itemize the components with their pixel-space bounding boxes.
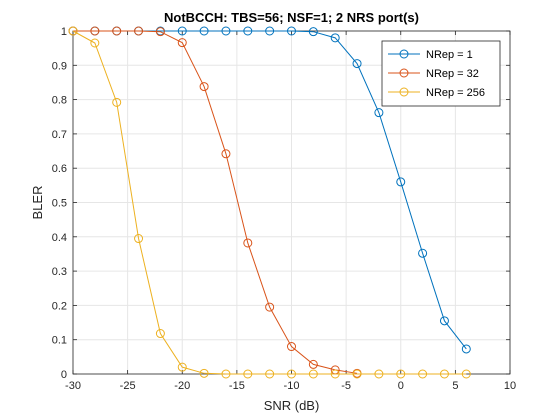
y-tick-label: 0: [61, 369, 67, 381]
data-point: [134, 234, 144, 244]
data-point: [243, 26, 253, 36]
data-point: [112, 26, 122, 36]
data-point: [221, 26, 231, 36]
y-tick-label: 0.1: [52, 335, 67, 347]
legend-label: NRep = 32: [426, 68, 479, 80]
x-axis-label: SNR (dB): [264, 398, 320, 413]
data-point: [352, 59, 362, 69]
data-point: [374, 108, 384, 118]
x-tick-label: 0: [398, 380, 404, 392]
legend-marker: [399, 68, 409, 78]
y-tick-label: 0.9: [52, 60, 67, 72]
y-tick-label: 1: [61, 26, 67, 38]
data-point: [308, 359, 318, 369]
data-point: [308, 369, 318, 379]
y-tick-label: 0.6: [52, 163, 67, 175]
y-tick-label: 0.5: [52, 198, 67, 210]
data-point: [265, 369, 275, 379]
legend-marker: [399, 49, 409, 59]
legend-label: NRep = 1: [426, 49, 473, 61]
data-point: [352, 369, 362, 379]
data-point: [418, 369, 428, 379]
data-point: [199, 26, 209, 36]
data-point: [221, 369, 231, 379]
data-point: [418, 248, 428, 258]
data-point: [155, 329, 165, 339]
data-point: [243, 369, 253, 379]
data-point: [439, 316, 449, 326]
x-tick-label: -25: [120, 380, 136, 392]
data-point: [374, 369, 384, 379]
data-point: [330, 33, 340, 43]
y-tick-label: 0.3: [52, 266, 67, 278]
data-point: [68, 26, 78, 36]
data-point: [461, 344, 471, 354]
data-point: [308, 27, 318, 37]
tick-labels: -30 -25 -20 -15 -10 -5 0 5 10 0 0.1 0.2 0.3 0.4 0.5 0.6…: [52, 26, 516, 392]
x-tick-label: -10: [284, 380, 300, 392]
x-tick-label: 5: [452, 380, 458, 392]
x-tick-label: -30: [65, 380, 81, 392]
series-group: [68, 26, 471, 379]
data-point: [439, 369, 449, 379]
y-tick-label: 0.8: [52, 95, 67, 107]
x-tick-label: -20: [174, 380, 190, 392]
data-point: [287, 369, 296, 379]
data-point: [199, 82, 209, 92]
legend-label: NRep = 256: [426, 87, 485, 99]
data-point: [396, 369, 406, 379]
y-axis-label: BLER: [30, 186, 45, 220]
data-point: [265, 26, 275, 36]
data-point: [134, 26, 144, 36]
data-point: [90, 26, 100, 36]
data-point: [177, 26, 187, 36]
x-tick-label: 10: [504, 380, 516, 392]
x-tick-label: -5: [341, 380, 351, 392]
series-line: [72, 30, 467, 375]
x-tick-label: -15: [229, 380, 245, 392]
grid: [72, 30, 511, 375]
data-point: [90, 38, 100, 48]
data-point: [112, 97, 122, 107]
legend: NRep = 1 NRep = 32 NRep = 256: [381, 40, 501, 107]
data-point: [287, 26, 296, 36]
data-point: [155, 27, 165, 37]
data-point: [177, 362, 187, 372]
data-point: [221, 149, 231, 159]
y-tick-label: 0.2: [52, 300, 67, 312]
data-point: [287, 342, 296, 352]
data-point: [461, 369, 471, 379]
data-point: [265, 302, 275, 312]
data-point: [330, 369, 340, 379]
y-tick-label: 0.4: [52, 232, 67, 244]
data-point: [177, 38, 187, 48]
y-tick-label: 0.7: [52, 129, 67, 141]
chart-title: NotBCCH: TBS=56; NSF=1; 2 NRS port(s): [164, 10, 419, 25]
data-point: [199, 368, 209, 378]
data-point: [243, 238, 253, 248]
legend-marker: [399, 87, 409, 97]
data-point: [396, 177, 406, 187]
